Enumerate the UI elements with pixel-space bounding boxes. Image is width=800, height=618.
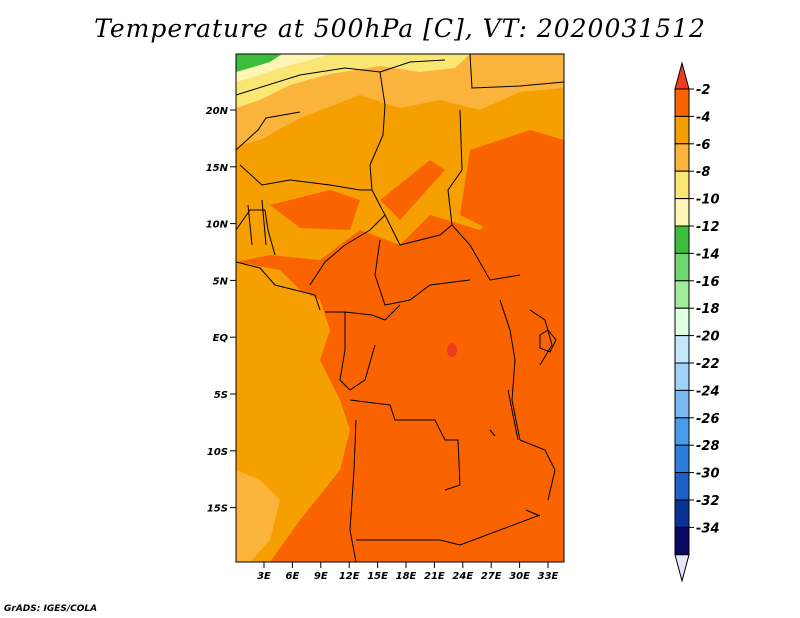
lon-tick-label: 33E — [538, 571, 559, 582]
lon-tick-label: 6E — [286, 571, 300, 582]
lat-tick-label: 15N — [206, 163, 229, 174]
map-frame — [235, 53, 565, 563]
colorbar-label: -32 — [696, 494, 720, 509]
colorbar-label: -12 — [696, 220, 720, 235]
temperature-field — [236, 54, 564, 562]
lon-tick-label: 30E — [509, 571, 530, 582]
lat-tick-label: 5S — [214, 390, 228, 401]
lat-tick-label: 10S — [207, 447, 228, 458]
colorbar-label: -34 — [696, 521, 720, 536]
colorbar-swatch — [674, 280, 690, 309]
colorbar-label: -4 — [696, 110, 710, 125]
colorbar-label: -28 — [696, 439, 720, 454]
colorbar-label: -14 — [696, 247, 720, 262]
lakes — [489, 329, 557, 517]
colorbar-swatch — [674, 444, 690, 474]
lat-tick-label: 20N — [206, 106, 229, 117]
lat-tick-label: 15S — [207, 504, 228, 515]
lat-tick-label: 5N — [213, 276, 229, 287]
colorbar-swatch — [674, 417, 690, 446]
colorbar-label: -6 — [696, 138, 710, 153]
colorbar-label: -20 — [696, 330, 720, 345]
colorbar-swatch — [674, 526, 690, 556]
colorbar-bottom-triangle — [674, 554, 690, 583]
colorbar-label: -2 — [696, 83, 710, 98]
colorbar-swatch — [674, 88, 690, 117]
colorbar-label: -10 — [696, 193, 720, 208]
map-title: Temperature at 500hPa [C], VT: 202003151… — [94, 14, 706, 43]
colorbar-label: -18 — [696, 302, 720, 317]
latitude-axis: 20N 15N 10N 5N EQ 5S 10S 15S — [206, 106, 236, 515]
lon-tick-label: 24E — [452, 571, 473, 582]
longitude-axis: 3E 6E 9E 12E 15E 18E 21E 24E 27E 30E 33E — [257, 562, 559, 582]
colorbar-swatch — [674, 307, 690, 337]
grads-credit: GrADS: IGES/COLA — [4, 604, 98, 614]
colorbar-swatch — [674, 389, 690, 419]
colorbar-swatch — [674, 198, 690, 227]
colorbar-swatch — [674, 499, 690, 528]
colorbar-swatch — [674, 225, 690, 254]
lon-tick-label: 21E — [424, 571, 445, 582]
colorbar-swatch — [674, 335, 690, 364]
colorbar-swatch — [674, 170, 690, 200]
lon-tick-label: 3E — [257, 571, 271, 582]
colorbar-swatch — [674, 115, 690, 145]
colorbar-label: -8 — [696, 165, 710, 180]
lon-tick-label: 27E — [481, 571, 502, 582]
colorbar-label: -26 — [696, 412, 720, 427]
colorbar-swatch — [674, 472, 690, 501]
colorbar-label: -16 — [696, 275, 720, 290]
country-borders — [236, 54, 564, 562]
colorbar-swatch — [674, 143, 690, 172]
colorbar: -2 -4 -6 -8 -10 -12 -14 -16 -18 -20 -22 -24 -26 -28 -3… — [674, 61, 720, 583]
colorbar-swatch — [674, 252, 690, 282]
lon-tick-label: 12E — [339, 571, 360, 582]
lat-tick-label: EQ — [213, 333, 229, 344]
colorbar-swatch — [674, 362, 690, 391]
lat-tick-label: 10N — [206, 220, 229, 231]
colorbar-label: -30 — [696, 467, 720, 482]
colorbar-top-triangle — [674, 61, 690, 90]
lon-tick-label: 18E — [396, 571, 417, 582]
colorbar-label: -22 — [696, 357, 720, 372]
colorbar-label: -24 — [696, 384, 720, 399]
lon-tick-label: 15E — [367, 571, 388, 582]
lon-tick-label: 9E — [314, 571, 328, 582]
